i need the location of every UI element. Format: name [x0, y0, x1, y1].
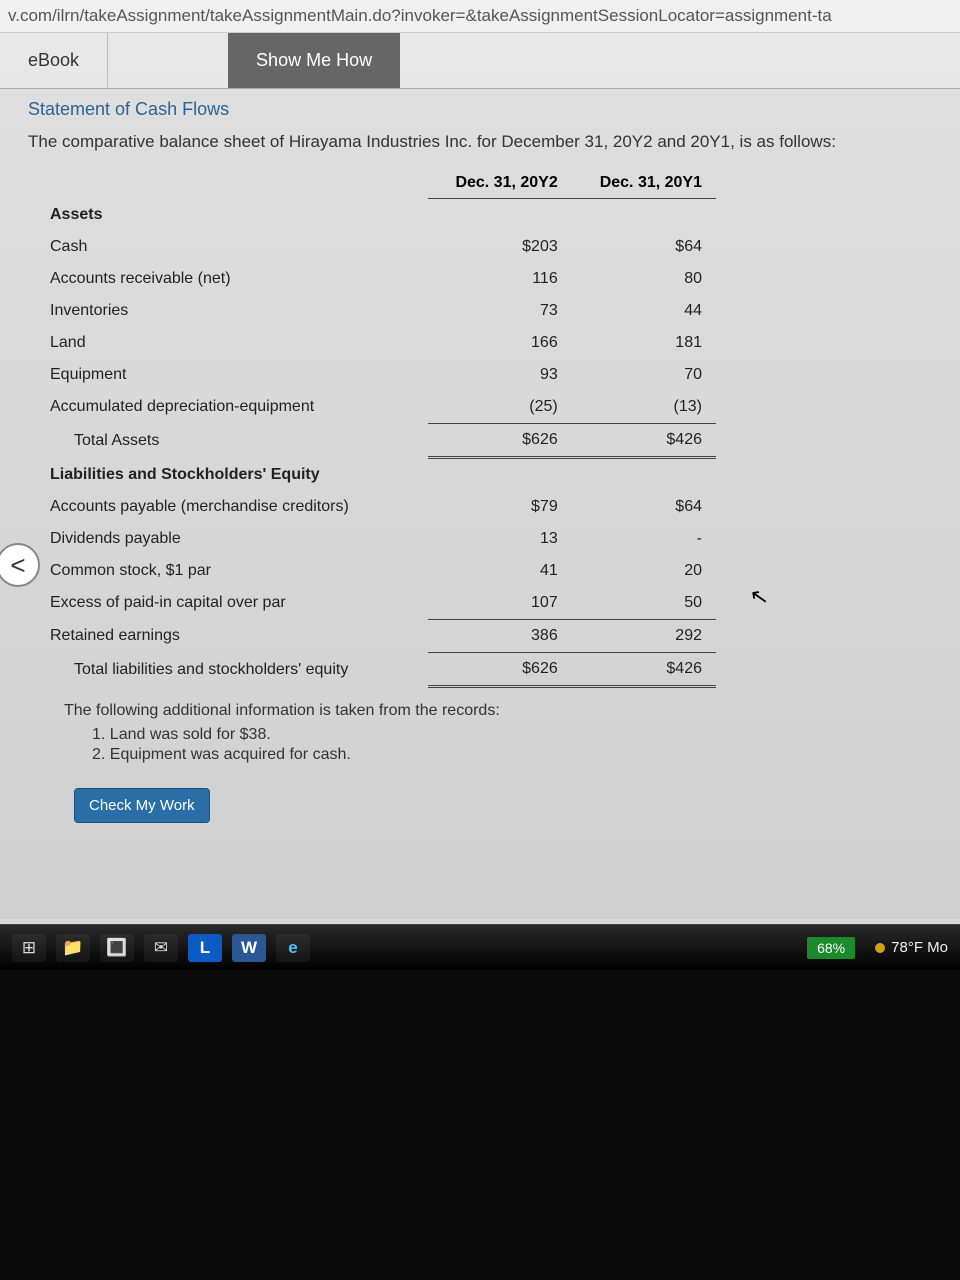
table-row: Accounts payable (merchandise creditors)…: [36, 491, 716, 523]
content-area: Statement of Cash Flows The comparative …: [0, 89, 960, 919]
ebook-tab[interactable]: eBook: [0, 33, 108, 88]
table-row: Land166181: [36, 327, 716, 359]
liab-header: Liabilities and Stockholders' Equity: [36, 458, 716, 492]
table-row: Common stock, $1 par4120: [36, 555, 716, 587]
taskbar: ⊞ 📁 🔳 ✉ L W e 68% 78°F Mo: [0, 924, 960, 970]
table-row: Dividends payable13-: [36, 523, 716, 555]
table-row: Accounts receivable (net)11680: [36, 263, 716, 295]
col-header-y2: Dec. 31, 20Y2: [428, 168, 572, 199]
top-tabs: eBook Show Me How: [0, 33, 960, 89]
additional-list: 1. Land was sold for $38. 2. Equipment w…: [92, 726, 932, 764]
edge-icon[interactable]: e: [276, 934, 310, 962]
lockdown-icon[interactable]: L: [188, 934, 222, 962]
additional-item: 2. Equipment was acquired for cash.: [92, 746, 932, 764]
battery-indicator[interactable]: 68%: [807, 937, 855, 959]
additional-intro: The following additional information is …: [64, 702, 932, 720]
table-row: Inventories7344: [36, 295, 716, 327]
task-view-icon[interactable]: ⊞: [12, 934, 46, 962]
table-row: Accumulated depreciation-equipment(25)(1…: [36, 391, 716, 424]
balance-sheet-table: Dec. 31, 20Y2 Dec. 31, 20Y1 Assets Cash$…: [36, 168, 716, 688]
section-title: Statement of Cash Flows: [28, 99, 932, 120]
total-assets-row: Total Assets $626 $426: [36, 424, 716, 458]
file-explorer-icon[interactable]: 📁: [56, 934, 90, 962]
url-bar[interactable]: v.com/ilrn/takeAssignment/takeAssignment…: [0, 0, 960, 33]
show-me-how-tab[interactable]: Show Me How: [228, 33, 400, 88]
assignment-window: eBook Show Me How < Statement of Cash Fl…: [0, 33, 960, 933]
table-row: Retained earnings386292: [36, 620, 716, 653]
mail-icon[interactable]: ✉: [144, 934, 178, 962]
additional-item: 1. Land was sold for $38.: [92, 726, 932, 744]
intro-text: The comparative balance sheet of Hirayam…: [28, 132, 932, 152]
below-monitor-area: [0, 960, 960, 1280]
weather-icon: [875, 943, 885, 953]
check-my-work-button[interactable]: Check My Work: [74, 788, 210, 823]
table-row: Cash$203$64: [36, 231, 716, 263]
store-icon[interactable]: 🔳: [100, 934, 134, 962]
word-icon[interactable]: W: [232, 934, 266, 962]
weather-widget[interactable]: 78°F Mo: [875, 939, 948, 956]
table-row: Excess of paid-in capital over par10750: [36, 587, 716, 620]
total-liab-row: Total liabilities and stockholders' equi…: [36, 653, 716, 687]
col-header-y1: Dec. 31, 20Y1: [572, 168, 716, 199]
weather-text: 78°F Mo: [891, 939, 948, 956]
assets-header: Assets: [36, 199, 716, 232]
table-row: Equipment9370: [36, 359, 716, 391]
